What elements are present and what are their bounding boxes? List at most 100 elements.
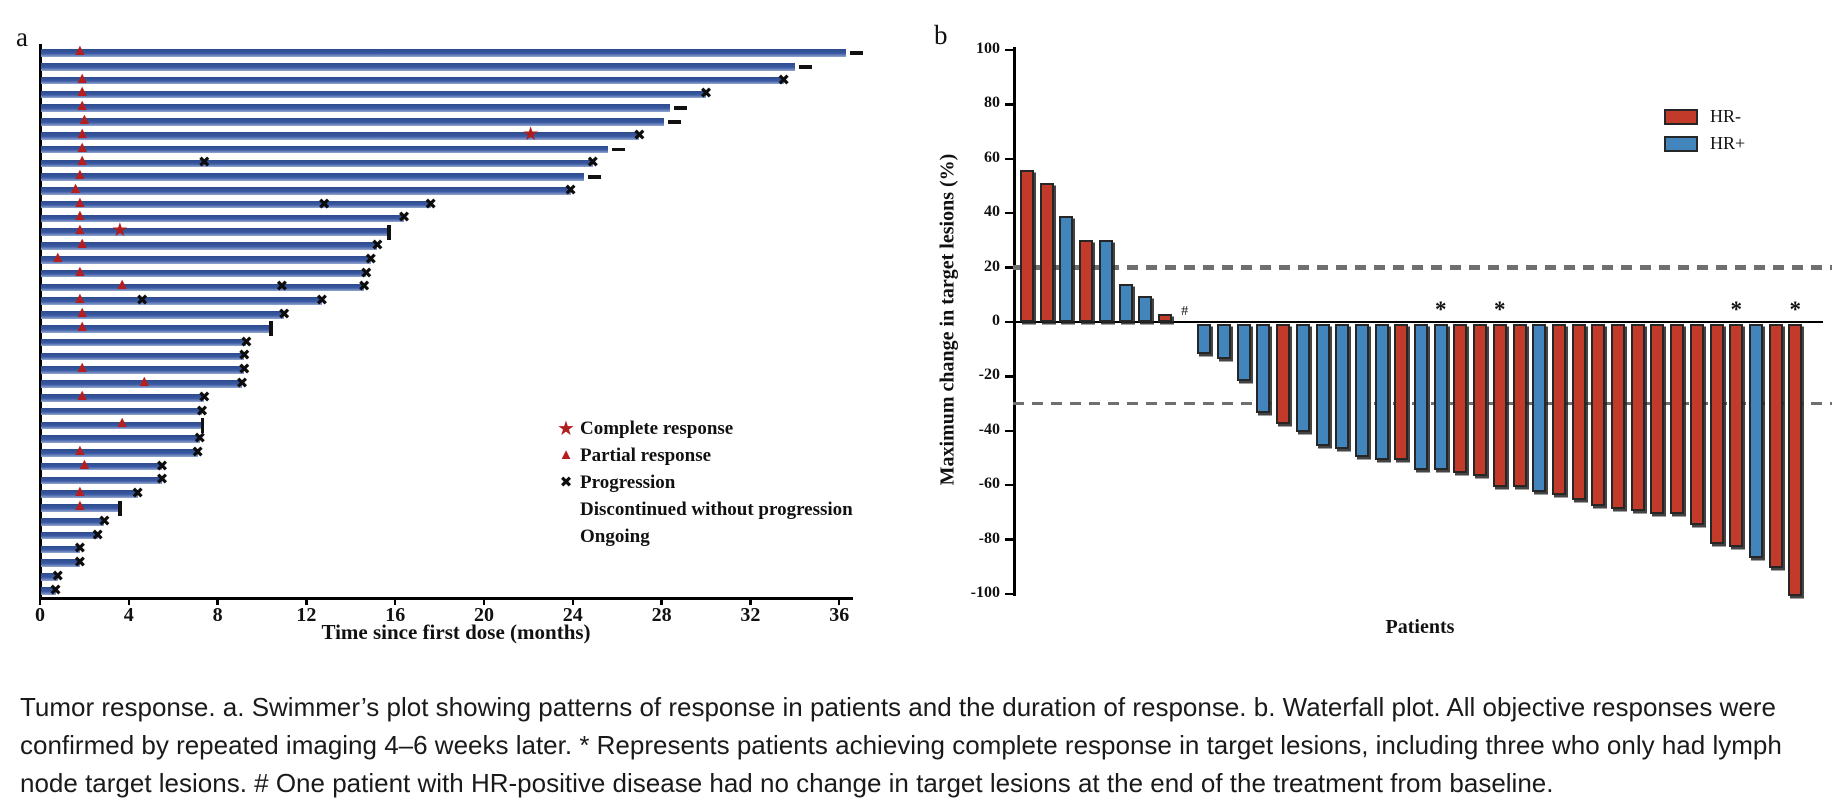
ongoing-marker [667,119,681,124]
axis-tick [571,598,574,605]
swimmer-bar [41,518,105,526]
swimmer-bar [41,559,80,568]
swimmer-bar [41,228,389,237]
partial-response-triangle-icon: ▲ [114,414,131,432]
axis-tick [1005,266,1013,269]
partial-response-triangle-icon: ▲ [74,152,91,170]
waterfall-bar [1650,323,1665,514]
tick-label: 12 [296,604,317,626]
ongoing-marker [674,106,688,110]
waterfall-bar [1768,323,1783,569]
axis-tick [394,598,397,605]
progression-x-icon: ✖ [73,539,87,558]
legend-label: HR+ [1710,133,1746,153]
legend-item-hr-negative: HR- [1664,103,1745,130]
progression-x-icon: ✖ [235,373,249,392]
legend-label: Discontinued without progression [580,498,853,520]
progression-x-icon: ✖ [317,194,331,213]
swimmer-bar [41,173,584,181]
swimmer-bar [41,118,664,126]
tick-label: 36 [829,604,850,626]
asterisk-annotation: * [1730,297,1742,322]
axis-tick [1005,320,1013,324]
waterfall-bar [1433,323,1448,471]
waterfall-bar [1079,240,1094,322]
discontinued-marker [118,500,123,516]
swimmer-bar [41,366,245,374]
tick-label: 100 [976,40,1000,57]
waterfall-bar [1394,323,1409,460]
waterfall-zero-line [1013,320,1823,324]
tick-label: 0 [35,604,45,626]
swimmer-bar [41,104,671,112]
waterfall-bar [1473,323,1488,476]
progression-x-icon: ✖ [155,470,169,489]
progression-x-icon: ✖ [155,456,169,475]
waterfall-bar [1157,313,1172,322]
partial-response-triangle-icon: ▲ [74,69,91,87]
swimmer-bar [41,49,846,57]
waterfall-bar [1453,323,1468,474]
swimmer-bar [41,587,56,595]
axis-tick [38,598,42,605]
tick-label: 4 [123,604,134,626]
partial-response-triangle-icon: ▲ [76,110,93,128]
partial-response-triangle-icon: ▲ [49,248,66,266]
waterfall-bar [1611,323,1625,509]
progression-x-icon: ✖ [237,346,251,365]
tick-label: 0 [992,312,1000,329]
progression-x-icon: ✖ [633,125,646,144]
partial-response-triangle-icon: ▲ [72,193,88,211]
discontinued-marker [200,417,205,433]
waterfall-bar [1138,296,1153,322]
swimmer-bar [41,490,138,499]
legend-label: HR- [1710,106,1741,126]
axis-tick [1005,103,1013,106]
asterisk-annotation: * [1434,297,1447,322]
axis-tick [1005,429,1013,432]
swimmer-bar [41,380,243,388]
axis-tick [1005,375,1013,378]
partial-response-triangle-icon: ▲ [558,447,574,463]
legend-item-ongoing: Ongoing [552,523,853,550]
progression-x-icon: ✖ [98,511,111,530]
asterisk-annotation: * [1494,297,1506,322]
waterfall-bar [1729,323,1744,547]
tick-label: 20 [474,604,494,626]
waterfall-bar [1059,215,1074,322]
waterfall-bar [1098,240,1113,322]
swimmer-bar [41,76,784,85]
partial-response-triangle-icon: ▲ [72,42,88,59]
progression-x-icon: ✖ [559,473,573,491]
progression-x-icon: ✖ [360,263,373,282]
legend-item-complete-response: ★ Complete response [552,415,853,442]
waterfall-bar [1414,323,1428,471]
axis-tick [1005,592,1013,596]
progression-x-icon: ✖ [73,553,87,572]
waterfall-bar [1709,323,1724,544]
progression-x-icon: ✖ [357,277,371,296]
progression-x-icon: ✖ [51,567,65,586]
swimmer-bar [41,200,431,209]
partial-response-triangle-icon: ▲ [74,97,91,115]
tick-label: 24 [562,604,583,626]
partial-response-triangle-icon: ▲ [74,235,91,253]
swimmer-bar [41,435,200,443]
waterfall-bar [1551,323,1566,495]
axis-tick [1005,157,1013,160]
tick-label: 8 [212,604,223,626]
partial-response-triangle-icon: ▲ [74,304,91,321]
swimmer-bar [41,297,322,305]
discontinued-marker [269,321,274,337]
progression-x-icon: ✖ [195,401,209,420]
waterfall-bar [1492,323,1507,487]
swimmer-bar [41,214,405,223]
swimmer-bar [41,90,706,99]
progression-x-icon: ✖ [91,525,104,544]
swimmer-x-axis [39,597,853,600]
ongoing-marker [587,175,601,179]
waterfall-bar [1020,169,1034,322]
progression-x-icon: ✖ [371,236,384,255]
complete-response-star-icon: ★ [557,417,575,440]
